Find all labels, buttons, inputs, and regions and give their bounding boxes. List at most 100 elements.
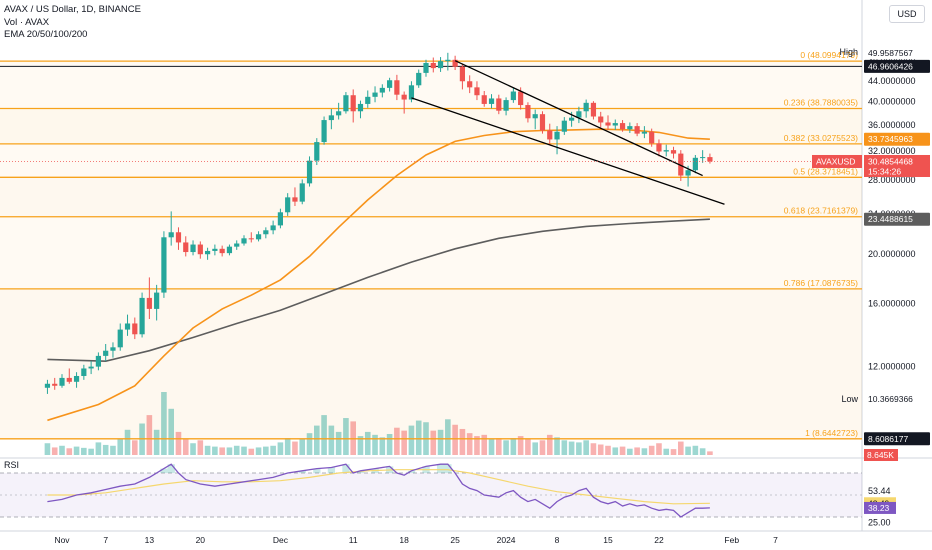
candle bbox=[561, 120, 567, 132]
rsi-line bbox=[47, 463, 710, 518]
volume-bar bbox=[670, 449, 677, 455]
candle bbox=[408, 85, 415, 100]
volume-bar bbox=[561, 440, 568, 455]
volume-bar bbox=[452, 424, 458, 455]
candle bbox=[627, 126, 633, 130]
last-price-tag-bg bbox=[864, 154, 930, 177]
date-tick: Dec bbox=[273, 535, 289, 545]
rsi-overbought-fill bbox=[407, 470, 416, 473]
volume-bar bbox=[394, 427, 400, 455]
volume-bar bbox=[95, 442, 102, 455]
candle bbox=[234, 243, 240, 247]
candle bbox=[401, 94, 407, 100]
volume-value-tag-bg bbox=[864, 432, 930, 446]
volume-legend: Vol · AVAX bbox=[4, 16, 50, 28]
high-value-tag-bg bbox=[864, 46, 930, 60]
candle bbox=[539, 114, 546, 131]
candle bbox=[387, 80, 393, 88]
candle bbox=[292, 197, 298, 202]
candle bbox=[306, 160, 313, 184]
ema200-tag-bg bbox=[864, 212, 930, 226]
volume-bar bbox=[503, 440, 509, 455]
volume-bar bbox=[110, 445, 116, 455]
rsi-title: RSI bbox=[4, 460, 20, 470]
candle bbox=[52, 383, 58, 386]
candle bbox=[481, 95, 487, 104]
volume-bar bbox=[343, 418, 349, 455]
horizontal-line-tag: 46.9606426 bbox=[868, 61, 913, 71]
volume-bar bbox=[379, 437, 386, 455]
price-tick: 12.0000000 bbox=[868, 362, 916, 372]
rsi-overbought-fill bbox=[160, 468, 168, 473]
currency-button[interactable]: USD bbox=[889, 5, 925, 23]
ema-legend: EMA 20/50/100/200 bbox=[4, 29, 88, 40]
fib-band bbox=[0, 216, 862, 289]
candle bbox=[554, 131, 560, 140]
volume-bar bbox=[372, 434, 378, 455]
candle bbox=[532, 114, 538, 119]
volume-last-tag: 8.645K bbox=[867, 450, 894, 460]
chart-legend: AVAX / US Dollar, 1D, BINANCE Vol · AVAX… bbox=[4, 4, 141, 42]
volume-bar bbox=[59, 445, 65, 455]
rsi-overbought-fill bbox=[342, 464, 350, 473]
trendline-2[interactable] bbox=[411, 97, 725, 205]
date-tick: 11 bbox=[349, 535, 358, 545]
fib-band bbox=[0, 108, 862, 144]
candle bbox=[678, 153, 684, 176]
candle bbox=[394, 80, 400, 95]
volume-bar bbox=[314, 425, 320, 455]
volume-bar bbox=[415, 420, 422, 455]
rsi-overbought-fill bbox=[167, 464, 175, 473]
rsi-tag-bg bbox=[864, 501, 896, 514]
rsi-overbought-fill bbox=[327, 467, 336, 473]
volume-bar bbox=[576, 442, 582, 455]
low-value-tag-bg bbox=[864, 392, 930, 406]
date-tick: 18 bbox=[399, 535, 409, 545]
volume-bar bbox=[146, 415, 153, 455]
price-tick: 40.0000000 bbox=[868, 97, 916, 107]
price-tick: 16.0000000 bbox=[868, 298, 916, 308]
fib-label-0.786: 0.786 (17.0876735) bbox=[784, 278, 858, 288]
candle bbox=[263, 230, 269, 235]
candle bbox=[66, 377, 72, 382]
volume-bar bbox=[546, 434, 553, 455]
candle bbox=[212, 248, 218, 251]
fib-label-0.618: 0.618 (23.7161379) bbox=[784, 206, 858, 216]
candle bbox=[314, 142, 320, 161]
symbol-title: AVAX / US Dollar, 1D, BINANCE bbox=[4, 4, 141, 15]
ema200-tag: 23.4488615 bbox=[868, 214, 913, 224]
volume-bar bbox=[517, 436, 524, 455]
rsi-ma-line bbox=[47, 469, 710, 505]
volume-bar bbox=[153, 429, 160, 455]
volume-bar bbox=[583, 440, 589, 455]
price-tick: 32.0000000 bbox=[868, 146, 916, 156]
volume-bar bbox=[168, 408, 174, 455]
volume-bar bbox=[408, 425, 415, 455]
fib-band bbox=[0, 288, 862, 439]
candle bbox=[612, 123, 618, 126]
candle bbox=[510, 91, 516, 101]
volume-bar bbox=[532, 442, 538, 455]
volume-bar bbox=[270, 445, 276, 455]
candle bbox=[44, 383, 51, 388]
volume-bar bbox=[212, 446, 218, 455]
candle bbox=[103, 350, 109, 356]
candle bbox=[503, 100, 509, 111]
rsi-overbought-fill bbox=[444, 464, 452, 473]
rsi-tag: 38.23 bbox=[868, 503, 890, 513]
volume-bar bbox=[226, 447, 233, 455]
candle bbox=[547, 130, 553, 140]
volume-bar bbox=[328, 425, 335, 455]
high-value-tag: 49.9587567 bbox=[868, 48, 913, 58]
candle bbox=[590, 102, 597, 117]
fib-band bbox=[0, 177, 862, 217]
volume-bar bbox=[597, 444, 604, 455]
low-value-tag: 10.3669366 bbox=[868, 394, 913, 404]
candle bbox=[467, 81, 473, 88]
volume-bar bbox=[299, 439, 306, 455]
volume-bar bbox=[634, 447, 640, 455]
candle bbox=[379, 87, 385, 93]
trendline-1[interactable] bbox=[454, 60, 703, 177]
